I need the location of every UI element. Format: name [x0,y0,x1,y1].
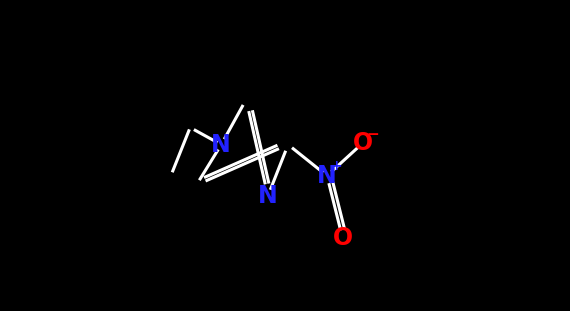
Text: +: + [331,159,342,174]
Text: O: O [332,226,353,250]
Text: N: N [317,164,337,188]
Text: N: N [211,132,231,157]
Text: O: O [353,131,373,155]
Text: N: N [258,184,278,208]
Text: −: − [367,127,379,142]
